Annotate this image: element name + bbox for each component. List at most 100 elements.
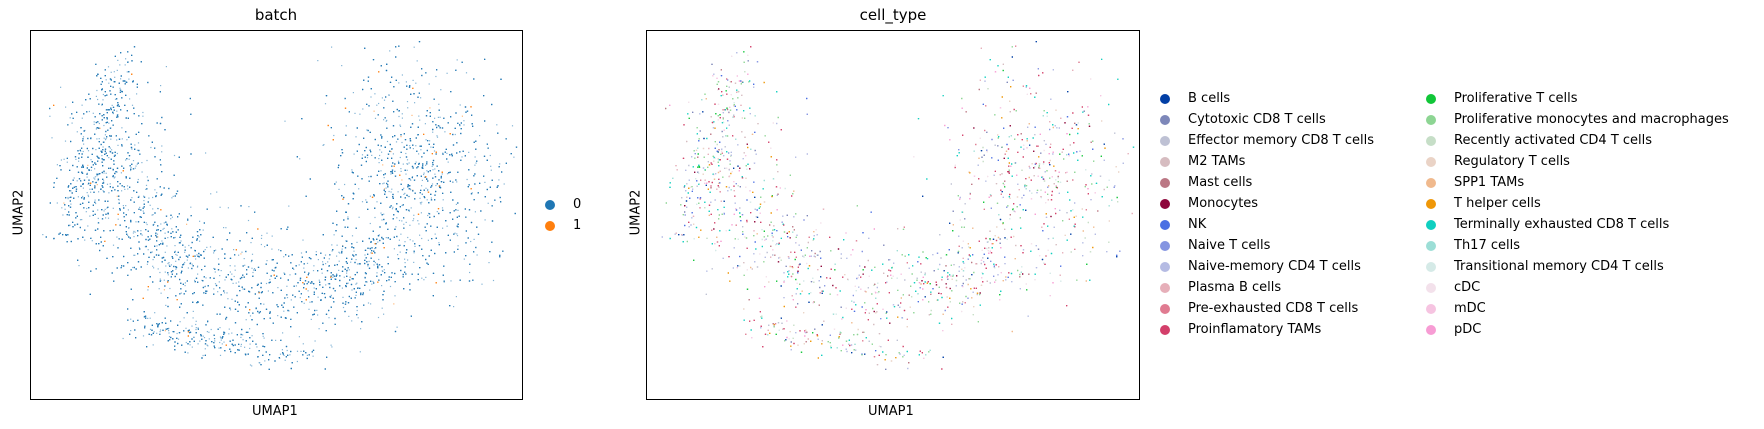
- scatter-point: [355, 294, 357, 296]
- scatter-point: [429, 107, 431, 109]
- scatter-point: [201, 279, 203, 281]
- scatter-point: [177, 338, 180, 340]
- scatter-point: [142, 210, 144, 212]
- scatter-point: [184, 251, 186, 253]
- scatter-point: [130, 166, 132, 168]
- scatter-point: [364, 254, 366, 256]
- scatter-point: [360, 328, 362, 330]
- scatter-point: [392, 153, 394, 155]
- scatter-point: [171, 197, 173, 199]
- scatter-point: [264, 360, 266, 362]
- scatter-point: [379, 154, 381, 157]
- scatter-point: [374, 216, 376, 219]
- scatter-point: [263, 337, 265, 339]
- scatter-point: [430, 197, 432, 199]
- scatter-point: [194, 279, 196, 281]
- scatter-point: [95, 149, 97, 151]
- scatter-point: [332, 276, 334, 278]
- scatter-point: [295, 285, 297, 287]
- scatter-point: [145, 184, 148, 186]
- scatter-point: [435, 75, 437, 78]
- scatter-point: [401, 204, 403, 207]
- scatter-point: [490, 169, 492, 171]
- scatter-point: [193, 336, 195, 338]
- scatter-point: [147, 317, 149, 319]
- scatter-point: [353, 153, 355, 155]
- scatter-point: [356, 263, 359, 265]
- scatter-point: [370, 96, 372, 98]
- scatter-point: [107, 66, 110, 68]
- scatter-point: [439, 125, 441, 127]
- scatter-point: [97, 217, 99, 219]
- scatter-point: [103, 180, 105, 182]
- scatter-point: [376, 104, 378, 106]
- scatter-point: [225, 227, 227, 229]
- scatter-point: [386, 140, 389, 143]
- scatter-point: [172, 195, 174, 197]
- scatter-point: [385, 187, 387, 189]
- scatter-point: [382, 183, 384, 185]
- scatter-point: [410, 189, 412, 191]
- scatter-point: [163, 289, 165, 291]
- scatter-point: [372, 280, 374, 283]
- scatter-point: [86, 207, 88, 210]
- scatter-point: [335, 181, 337, 183]
- scatter-point: [377, 241, 379, 243]
- scatter-point: [88, 110, 90, 113]
- scatter-point: [419, 202, 421, 204]
- scatter-point: [175, 268, 177, 270]
- scatter-point: [397, 160, 400, 162]
- scatter-point: [359, 113, 361, 115]
- scatter-point: [214, 340, 216, 342]
- scatter-point: [322, 261, 324, 263]
- scatter-point: [244, 346, 246, 348]
- scatter-point: [82, 187, 84, 189]
- scatter-point: [117, 198, 120, 200]
- scatter-point: [366, 157, 369, 159]
- scatter-point: [405, 173, 407, 175]
- scatter-point: [405, 152, 407, 155]
- scatter-point: [399, 125, 402, 127]
- scatter-point: [167, 274, 169, 276]
- scatter-point: [288, 205, 290, 207]
- scatter-point: [158, 288, 160, 290]
- scatter-point: [346, 269, 348, 271]
- scatter-point: [168, 332, 170, 334]
- scatter-point: [269, 278, 271, 281]
- scatter-point: [138, 195, 140, 197]
- scatter-point: [69, 117, 71, 119]
- scatter-point: [338, 188, 340, 190]
- scatter-point: [474, 211, 476, 213]
- scatter-point: [392, 206, 394, 208]
- scatter-point: [106, 183, 109, 185]
- scatter-point: [130, 169, 132, 172]
- scatter-point: [412, 148, 414, 150]
- scatter-point: [139, 206, 141, 208]
- scatter-point: [227, 207, 229, 209]
- scatter-point: [147, 289, 149, 291]
- scatter-point: [82, 136, 85, 138]
- scatter-point: [350, 261, 352, 263]
- scatter-point: [102, 93, 104, 96]
- scatter-point: [66, 161, 68, 163]
- scatter-point: [76, 131, 78, 133]
- scatter-point: [137, 142, 140, 144]
- scatter-point: [298, 336, 300, 338]
- scatter-point: [312, 270, 315, 272]
- scatter-point: [205, 152, 207, 154]
- scatter-point: [439, 116, 441, 118]
- scatter-point: [186, 259, 188, 261]
- scatter-point: [434, 233, 436, 235]
- scatter-point: [424, 123, 426, 125]
- scatter-point: [103, 210, 105, 212]
- scatter-point: [475, 162, 477, 164]
- scatter-point: [134, 231, 136, 233]
- scatter-point: [91, 240, 93, 242]
- scatter-point: [197, 343, 199, 345]
- scatter-point: [122, 337, 124, 340]
- scatter-point: [423, 279, 425, 281]
- scatter-point: [379, 149, 381, 151]
- scatter-point: [56, 202, 58, 204]
- scatter-point: [416, 60, 418, 62]
- scatter-point: [99, 127, 101, 129]
